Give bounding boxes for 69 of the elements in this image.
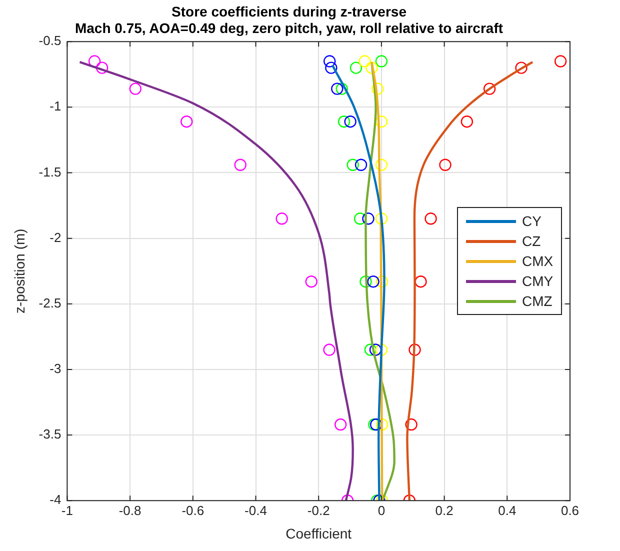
point [346,158,359,171]
point [408,344,421,356]
x-tick-label: 0.2 [435,502,454,518]
y-tick-label: -3.5 [38,426,62,442]
point [360,275,372,288]
point [424,212,437,225]
point [375,55,388,68]
point [375,115,388,128]
point [375,212,388,225]
y-tick-label: -3 [50,361,62,376]
point [376,275,388,288]
legend-label: CY [522,213,542,230]
point [305,275,318,288]
legend-label: CZ [522,233,541,250]
point [369,344,382,356]
point [375,158,388,171]
y-tick-label: -0.5 [38,33,62,48]
chart-subtitle: Mach 0.75, AOA=0.49 deg, zero pitch, yaw, roll relative to aircraft [74,20,504,36]
point [334,418,347,431]
legend-label: CMY [522,273,554,290]
point [96,62,108,74]
point [354,158,368,171]
point [376,418,388,431]
x-tick-label: -0.6 [182,502,204,518]
y-tick-label: -4 [50,492,62,508]
y-tick-label: -1 [50,98,62,114]
point [414,275,427,288]
y-tick-label: -1.5 [38,164,62,180]
x-axis-title: Coefficient [286,525,352,542]
point [375,344,388,356]
point [344,115,356,128]
point [483,82,496,95]
point [323,344,336,356]
point [180,115,193,128]
point [324,55,336,68]
point [364,344,377,356]
legend-label: CMZ [522,293,552,310]
point [460,115,474,128]
x-tick-label: 0.4 [498,502,516,518]
x-tick-label: -1 [61,502,73,518]
point [367,275,380,288]
point [88,55,101,68]
legend-label: CMX [522,253,554,270]
point [554,55,567,68]
point [372,82,384,95]
x-tick-label: -0.4 [244,502,267,518]
point [362,212,374,225]
point [338,115,350,128]
y-tick-label: -2.5 [38,295,62,310]
x-tick-label: -0.8 [118,502,142,518]
point [366,62,378,74]
point [515,62,528,74]
point [325,62,338,74]
x-tick-label: 0.6 [560,502,580,518]
x-tick-label: -0.2 [307,502,330,518]
chart-title: Store coefficients during z-traverse [172,3,407,20]
y-tick-label: -2 [50,230,62,245]
point [358,55,371,68]
point [405,418,418,431]
point [276,212,288,225]
point [234,158,246,171]
line-series [78,60,354,501]
point [350,62,362,74]
x-tick-label: 0 [378,502,386,518]
y-axis-title: z-position (m) [11,228,28,314]
point [129,82,142,95]
point [336,82,348,95]
point [331,82,344,95]
point [439,158,452,171]
